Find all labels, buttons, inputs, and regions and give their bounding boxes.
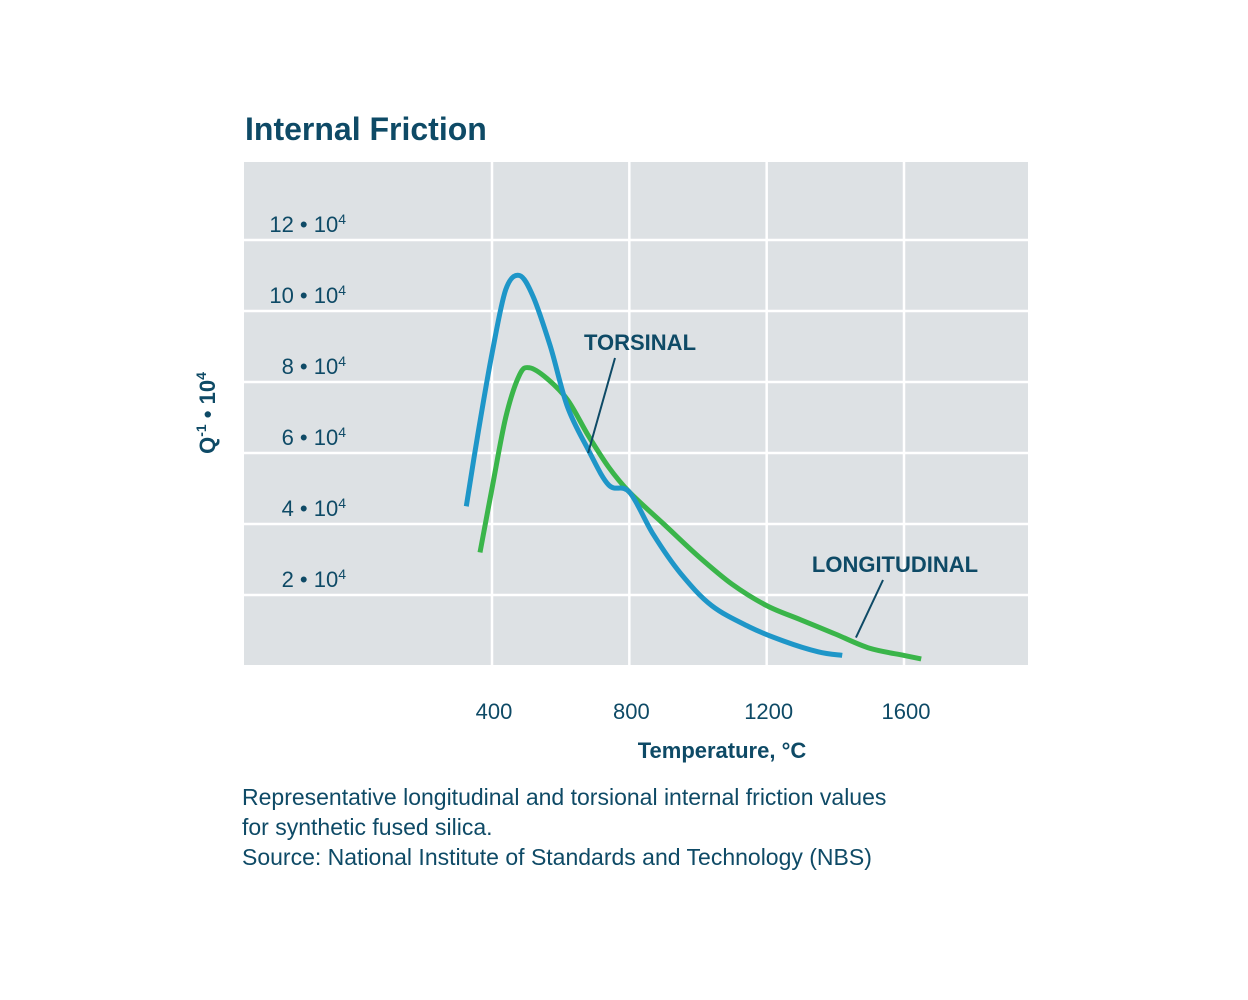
x-tick-label-800: 800	[613, 699, 650, 724]
series-label-torsinal: TORSINAL	[584, 330, 696, 355]
leader-line-longitudinal	[855, 579, 884, 639]
y-axis-title-base: Q	[195, 437, 220, 454]
series-line-torsinal	[463, 272, 843, 658]
x-axis-title: Temperature, °C	[638, 738, 807, 763]
series-labels: TORSINAL LONGITUDINAL	[584, 330, 978, 639]
grid-lines	[244, 162, 1028, 665]
caption-line-1: Representative longitudinal and torsiona…	[242, 784, 887, 810]
y-tick-label-12: 12 • 104	[269, 211, 346, 237]
y-tick-label-8: 8 • 104	[282, 353, 347, 379]
series-lines	[463, 272, 922, 662]
x-tick-label-1200: 1200	[744, 699, 793, 724]
y-axis-title: Q-1 • 104	[193, 372, 220, 454]
y-axis-title-sup1: -1	[193, 424, 209, 437]
y-axis-title-mid: • 10	[195, 380, 220, 424]
y-tick-label-10: 10 • 104	[269, 282, 346, 308]
x-axis-title-text: Temperature,	[638, 738, 782, 763]
caption-line-2: for synthetic fused silica.	[242, 814, 493, 840]
y-tick-label-6: 6 • 104	[282, 424, 347, 450]
x-tick-label-1600: 1600	[882, 699, 931, 724]
y-tick-labels: 2 • 104 4 • 104 6 • 104 8 • 104 10 • 104 12 •…	[269, 211, 346, 592]
chart-caption: Representative longitudinal and torsiona…	[242, 782, 1142, 872]
x-tick-label-400: 400	[476, 699, 513, 724]
y-tick-label-4: 4 • 104	[282, 495, 347, 521]
y-tick-label-2: 2 • 104	[282, 566, 347, 592]
x-axis-title-unit: °C	[782, 738, 807, 763]
chart-title: Internal Friction	[245, 111, 487, 147]
x-tick-labels: 400 800 1200 1600	[476, 699, 931, 724]
y-axis-title-sup2: 4	[193, 372, 209, 380]
plot-area	[244, 162, 1028, 665]
leader-line-torsinal	[587, 357, 616, 454]
caption-line-3: Source: National Institute of Standards …	[242, 844, 872, 870]
series-label-longitudinal: LONGITUDINAL	[812, 552, 978, 577]
